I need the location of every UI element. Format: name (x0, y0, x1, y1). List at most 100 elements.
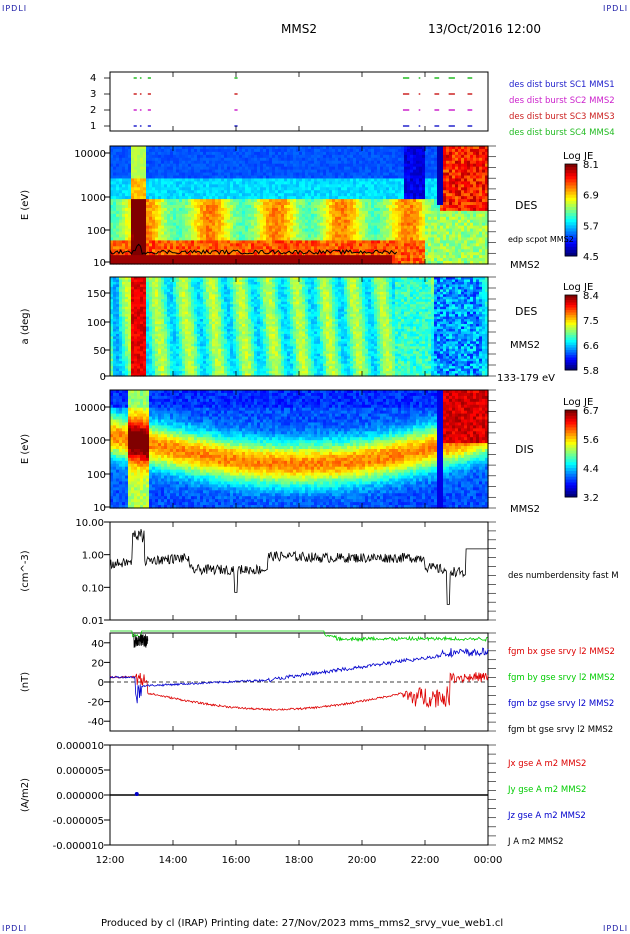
des-energy-colorbar (565, 164, 577, 257)
footer-credit: Produced by cl (IRAP) Printing date: 27/… (101, 918, 504, 929)
des-energy-colorbar-tick-label: 6.9 (583, 191, 599, 202)
burst-ytick-label: 1 (90, 121, 96, 132)
pitch-colorbar-tick-label: 7.5 (583, 316, 599, 327)
pitch-angle-spectrogram (110, 277, 489, 377)
pitch-colorbar-tick-label: 6.6 (583, 341, 599, 352)
des-energy-spectrogram (110, 146, 489, 265)
des-energy-colorbar-title: Log JE (563, 151, 593, 162)
current-ytick-label: 0.000000 (56, 791, 104, 802)
dis-energy-spectrogram (110, 390, 489, 509)
pitch-ylabel: a (deg) (20, 308, 31, 344)
current-legend-entry: Jx gse A m2 MMS2 (507, 759, 586, 769)
current-ylabel: (A/m2) (20, 778, 31, 812)
bfield-series-line (110, 630, 489, 642)
corner-label-tl: IPDLI (2, 4, 28, 13)
dis-colorbar-tick-label: 6.7 (583, 406, 599, 417)
density-panel-frame (109, 521, 489, 621)
dis-ytick-label: 10 (93, 503, 106, 514)
dis-colorbar-tick-label: 4.4 (583, 464, 599, 475)
bfield-ytick-label: 40 (91, 639, 104, 650)
density-legend-entry: des numberdensity fast M (508, 571, 619, 581)
dis-colorbar-title: Log JE (563, 397, 593, 408)
dis-ytick-label: 1000 (81, 436, 106, 447)
corner-label-br: IPDLI (603, 924, 629, 933)
des-energy-craft-label: MMS2 (510, 260, 540, 271)
des-energy-ytick-label: 1000 (81, 193, 106, 204)
scpot-line (109, 243, 398, 256)
current-legend-entry: Jz gse A m2 MMS2 (507, 811, 586, 821)
pitch-side-label: DES (515, 305, 537, 318)
pitch-colorbar-tick-label: 5.8 (583, 366, 599, 377)
current-ytick-label: 0.000010 (56, 741, 104, 752)
bfield-bt-line (133, 634, 149, 648)
pitch-colorbar-tick-label: 8.4 (583, 291, 599, 302)
dis-colorbar (565, 410, 577, 498)
density-ytick-label: 0.10 (82, 583, 104, 594)
density-ylabel: (cm^-3) (20, 550, 31, 591)
x-tick-label: 12:00 (96, 855, 125, 866)
dis-ytick-label: 10000 (74, 403, 106, 414)
current-ytick-label: -0.000005 (53, 816, 104, 827)
des-energy-colorbar-frame (564, 163, 578, 257)
current-legend-entry: J A m2 MMS2 (507, 837, 564, 847)
dis-ytick-label: 100 (87, 470, 106, 481)
pitch-craft-label: MMS2 (510, 340, 540, 351)
bfield-ytick-label: -20 (88, 698, 104, 709)
des-energy-colorbar-tick-label: 8.1 (583, 160, 599, 171)
x-tick-label: 16:00 (222, 855, 251, 866)
dis-colorbar-tick-label: 5.6 (583, 435, 599, 446)
burst-panel-frame (109, 71, 489, 132)
bfield-ytick-label: 0 (98, 678, 104, 689)
current-ytick-label: -0.000010 (53, 841, 104, 852)
pitch-ytick-label: 100 (87, 318, 106, 329)
pitch-ytick-label: 50 (93, 346, 106, 357)
des-energy-ytick-label: 10 (93, 258, 106, 269)
bfield-legend-entry: fgm by gse srvy l2 MMS2 (508, 673, 615, 683)
dis-ylabel: E (eV) (20, 434, 31, 464)
spacecraft-title: MMS2 (281, 22, 317, 36)
burst-legend-entry: des dist burst SC1 MMS1 (509, 80, 615, 90)
des-energy-ytick-label: 100 (87, 226, 106, 237)
current-legend-entry: Jy gse A m2 MMS2 (507, 785, 586, 795)
des-energy-ylabel: E (eV) (20, 190, 31, 220)
bfield-series-line (109, 647, 489, 704)
scpot-side-label: edp scpot MMS2 (508, 235, 574, 244)
pitch-energy-range-label: 133-179 eV (497, 373, 555, 384)
density-ytick-label: 0.01 (82, 616, 104, 627)
pitch-ytick-label: 0 (100, 372, 106, 383)
dis-craft-label: MMS2 (510, 504, 540, 515)
burst-ytick-label: 3 (90, 89, 96, 100)
corner-label-bl: IPDLI (2, 924, 28, 933)
burst-ytick-label: 2 (90, 105, 96, 116)
bfield-ytick-label: 20 (91, 658, 104, 669)
pitch-colorbar-frame (564, 294, 578, 371)
pitch-ytick-label: 150 (87, 289, 106, 300)
bfield-ylabel: (nT) (20, 672, 31, 692)
density-line (109, 529, 488, 605)
bfield-legend-entry: fgm bz gse srvy l2 MMS2 (508, 699, 614, 709)
des-energy-colorbar-tick-label: 4.5 (583, 252, 599, 263)
dis-side-label: DIS (515, 443, 534, 456)
bfield-ytick-label: -40 (88, 717, 104, 728)
pitch-colorbar (565, 295, 577, 371)
density-ytick-label: 10.00 (75, 518, 104, 529)
des-energy-colorbar-tick-label: 5.7 (583, 221, 599, 232)
corner-label-tr: IPDLI (603, 4, 629, 13)
dis-colorbar-frame (564, 409, 578, 498)
bfield-series-line (109, 672, 489, 712)
x-tick-label: 14:00 (159, 855, 188, 866)
pitch-colorbar-title: Log JE (563, 282, 593, 293)
density-ytick-label: 1.00 (82, 551, 104, 562)
datetime-title: 13/Oct/2016 12:00 (428, 22, 542, 36)
des-energy-ytick-label: 10000 (74, 149, 106, 160)
burst-legend-entry: des dist burst SC2 MMS2 (509, 96, 615, 106)
x-tick-label: 18:00 (285, 855, 314, 866)
current-ytick-label: 0.000005 (56, 766, 104, 777)
current-spike-mark (134, 792, 139, 796)
x-tick-label: 00:00 (474, 855, 503, 866)
x-tick-label: 20:00 (348, 855, 377, 866)
dis-colorbar-tick-label: 3.2 (583, 493, 599, 504)
des-energy-side-label: DES (515, 199, 537, 212)
burst-legend-entry: des dist burst SC4 MMS4 (509, 128, 615, 138)
